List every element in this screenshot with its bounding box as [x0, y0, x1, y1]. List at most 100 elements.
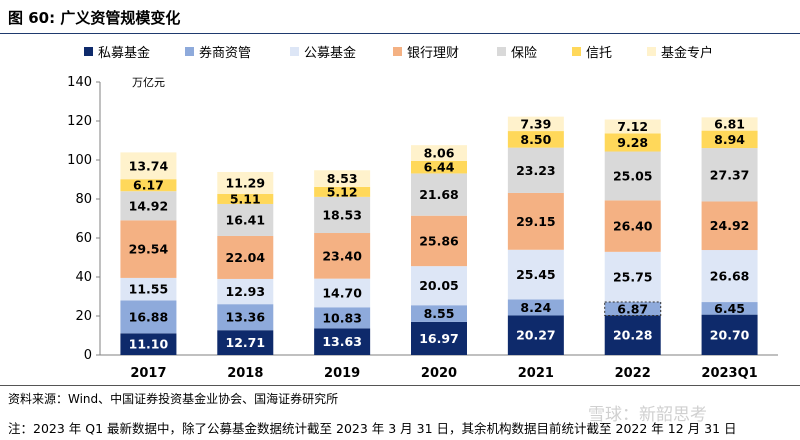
bar-segment — [314, 278, 371, 308]
data-label: 27.37 — [710, 167, 750, 182]
bar-segment — [314, 186, 371, 197]
legend-item: 基金专户 — [647, 42, 714, 61]
title-bar: 图 60: 广义资管规模变化 — [0, 0, 800, 34]
data-label: 11.29 — [226, 176, 266, 191]
legend-swatch — [393, 46, 402, 56]
y-tick-label: 120 — [67, 114, 92, 129]
bar-segment — [507, 299, 564, 316]
bar-segment — [314, 328, 371, 355]
bar-segment — [507, 116, 564, 132]
data-label: 25.75 — [613, 269, 653, 284]
bar-segment — [120, 277, 177, 301]
stacked-bar-chart: 0 20 40 60 80 100 120 140 11.10 16.88 11.55 29.54 14… — [67, 75, 778, 381]
y-tick-label: 60 — [75, 231, 92, 246]
data-label: 8.55 — [424, 306, 455, 321]
chart-legend: 私募基金 券商资管 公募基金 银行理财 保险 信托 基金专户 — [0, 42, 800, 61]
x-tick-label: 2021 — [518, 366, 554, 381]
data-label: 20.05 — [419, 278, 459, 293]
legend-label: 券商资管 — [199, 45, 252, 61]
data-label: 8.94 — [714, 132, 745, 147]
bar-segment — [411, 321, 467, 355]
legend-swatch — [290, 46, 299, 56]
bar-segment — [217, 203, 274, 236]
data-label: 6.45 — [714, 301, 745, 316]
legend-item: 私募基金 — [84, 42, 150, 61]
data-label: 23.40 — [322, 248, 362, 263]
data-label: 29.15 — [516, 214, 556, 229]
bar-segment — [217, 304, 274, 331]
data-label: 18.53 — [322, 207, 362, 222]
data-label: 5.12 — [327, 184, 358, 199]
legend-swatch — [497, 46, 506, 56]
data-label: 6.44 — [424, 160, 455, 175]
data-label: 10.83 — [322, 310, 362, 325]
footnote: 注：2023 年 Q1 最新数据中，除了公募基金数据统计截至 2023 年 3 … — [8, 421, 737, 436]
bar-segment — [701, 117, 758, 131]
bar-segment — [120, 220, 177, 278]
legend-swatch — [185, 46, 194, 56]
data-label: 14.92 — [129, 198, 169, 213]
bar-segment — [314, 170, 371, 187]
data-label: 6.87 — [617, 301, 648, 316]
data-label: 8.53 — [327, 171, 358, 186]
bar-segment — [604, 151, 661, 201]
data-label: 24.92 — [710, 218, 750, 233]
bar-segment — [507, 315, 564, 355]
bar-segment — [411, 160, 467, 174]
bar-segment — [217, 278, 274, 305]
data-label: 26.40 — [613, 219, 653, 234]
bar-segment — [701, 250, 758, 303]
bar-segment — [411, 173, 467, 216]
bar-segment-outline — [604, 301, 662, 316]
bar-segment — [701, 314, 758, 355]
data-label: 7.12 — [617, 119, 648, 134]
legend-swatch — [84, 46, 93, 56]
data-label: 6.81 — [714, 116, 745, 131]
legend-label: 公募基金 — [304, 45, 357, 61]
x-tick-label: 2022 — [615, 366, 651, 381]
legend-swatch — [572, 46, 581, 56]
legend-item: 券商资管 — [185, 42, 252, 61]
bar-segment — [411, 145, 467, 161]
bar-segment — [120, 152, 177, 180]
source-note: 资料来源：Wind、中国证券投资基金业协会、国海证券研究所 — [8, 392, 339, 406]
x-tick-label: 2020 — [421, 366, 457, 381]
data-label: 16.88 — [129, 309, 169, 324]
bar-segment — [701, 130, 758, 149]
data-label: 14.70 — [322, 285, 362, 300]
watermark: 雪球：新韶思考 — [588, 405, 707, 425]
data-label: 13.74 — [129, 158, 169, 173]
legend-label: 信托 — [586, 45, 613, 61]
data-label: 5.11 — [230, 191, 261, 206]
bar-segment — [120, 300, 177, 334]
data-label: 22.04 — [226, 250, 266, 265]
data-label: 25.45 — [516, 267, 556, 282]
bar-segment — [314, 233, 371, 279]
bar-segment — [507, 147, 564, 193]
y-tick-label: 100 — [67, 153, 92, 168]
data-label: 7.39 — [520, 116, 551, 131]
data-label: 25.05 — [613, 168, 653, 183]
bar-segment — [701, 201, 758, 251]
data-label: 11.10 — [129, 337, 169, 352]
figure-title: 图 60: 广义资管规模变化 — [8, 9, 181, 27]
y-axis-unit-label: 万亿元 — [132, 76, 165, 89]
legend-item: 保险 — [497, 42, 537, 61]
bar-segment — [507, 249, 564, 300]
data-label: 12.71 — [226, 335, 266, 350]
x-tick-label: 2018 — [227, 366, 263, 381]
legend-label: 基金专户 — [661, 45, 714, 61]
data-label: 26.68 — [710, 269, 750, 284]
bar-segment — [120, 191, 177, 221]
data-label: 20.27 — [516, 328, 556, 343]
bar-segment — [507, 192, 564, 250]
data-label: 25.86 — [419, 233, 459, 248]
data-label: 8.06 — [424, 146, 455, 161]
data-label: 8.50 — [520, 132, 551, 147]
legend-item: 信托 — [572, 42, 613, 61]
data-label: 12.93 — [226, 284, 266, 299]
legend-item: 公募基金 — [290, 42, 357, 61]
x-tick-label: 2023Q1 — [701, 366, 757, 381]
y-tick-label: 20 — [75, 309, 92, 324]
bar-segment — [120, 333, 177, 355]
